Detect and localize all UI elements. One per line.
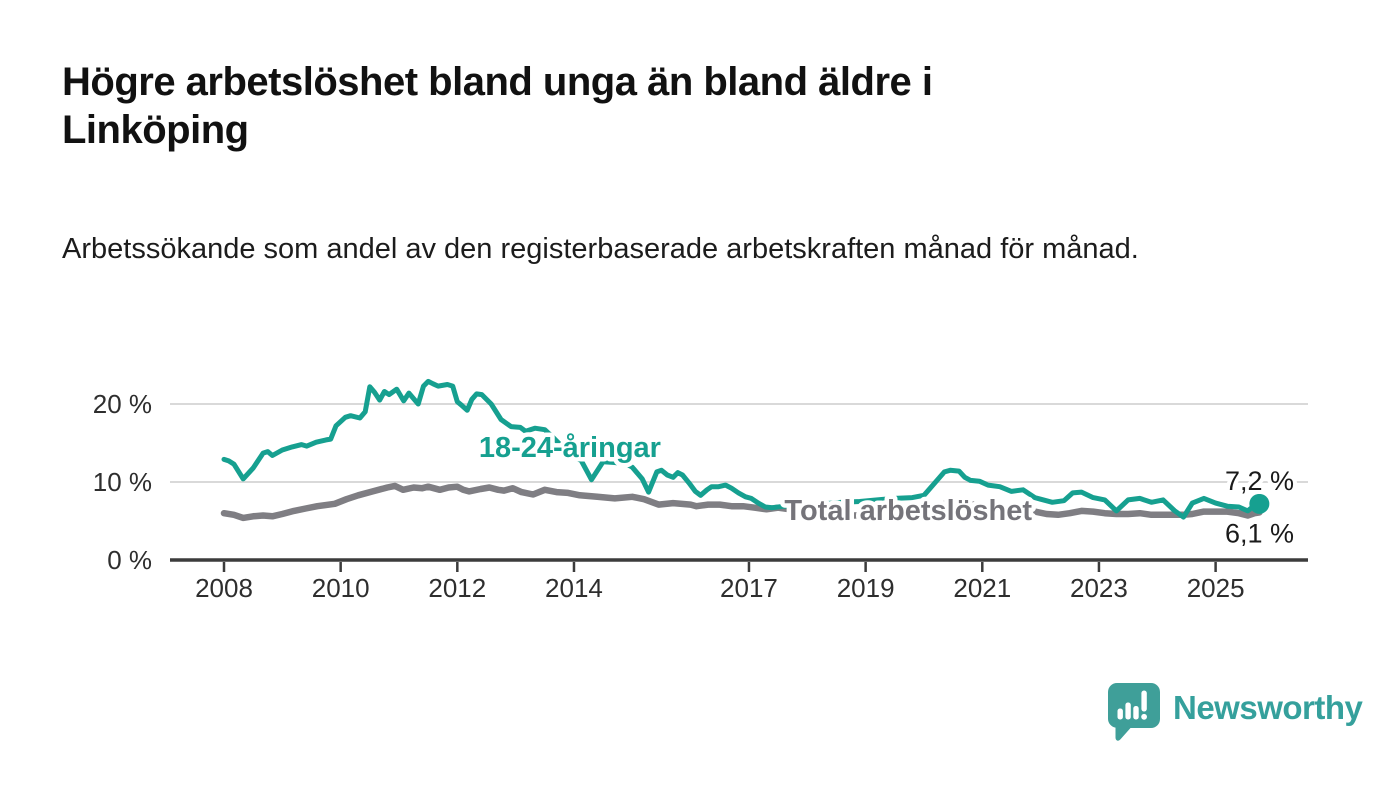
- newsworthy-logo: Newsworthy: [1106, 681, 1363, 743]
- x-tick-label-2008: 2008: [195, 573, 253, 603]
- x-tick-label-2010: 2010: [312, 573, 370, 603]
- exclamation-bar: [1141, 690, 1147, 712]
- series-end-dot-1: [1249, 493, 1270, 514]
- bar-3: [1133, 706, 1139, 720]
- x-tick-label-2012: 2012: [428, 573, 486, 603]
- series-line-1: [221, 378, 1262, 520]
- series-label-0: Total arbetslöshet: [784, 495, 1032, 527]
- end-value-label-1: 7,2 %: [1225, 466, 1294, 496]
- end-value-label-0: 6,1 %: [1225, 518, 1294, 548]
- x-tick-label-2025: 2025: [1187, 573, 1245, 603]
- x-tick-label-2021: 2021: [953, 573, 1011, 603]
- chart-subtitle: Arbetssökande som andel av den registerb…: [62, 233, 1139, 265]
- y-tick-label-20: 20 %: [93, 389, 152, 419]
- newsworthy-brand-name: Newsworthy: [1173, 689, 1363, 726]
- y-tick-label-10: 10 %: [93, 467, 152, 497]
- y-tick-label-0: 0 %: [107, 545, 152, 575]
- series-line-0: [220, 482, 1263, 522]
- exclamation-dot: [1141, 713, 1147, 720]
- x-tick-label-2019: 2019: [837, 573, 895, 603]
- x-tick-label-2014: 2014: [545, 573, 603, 603]
- chart-title: Högre arbetslöshet bland unga än bland ä…: [62, 60, 933, 152]
- bar-1: [1117, 708, 1123, 720]
- series-label-1: 18-24-åringar: [479, 432, 661, 464]
- bar-2: [1125, 702, 1131, 720]
- newsworthy-logo-icon: [1108, 683, 1160, 741]
- x-tick-label-2017: 2017: [720, 573, 778, 603]
- x-tick-label-2023: 2023: [1070, 573, 1128, 603]
